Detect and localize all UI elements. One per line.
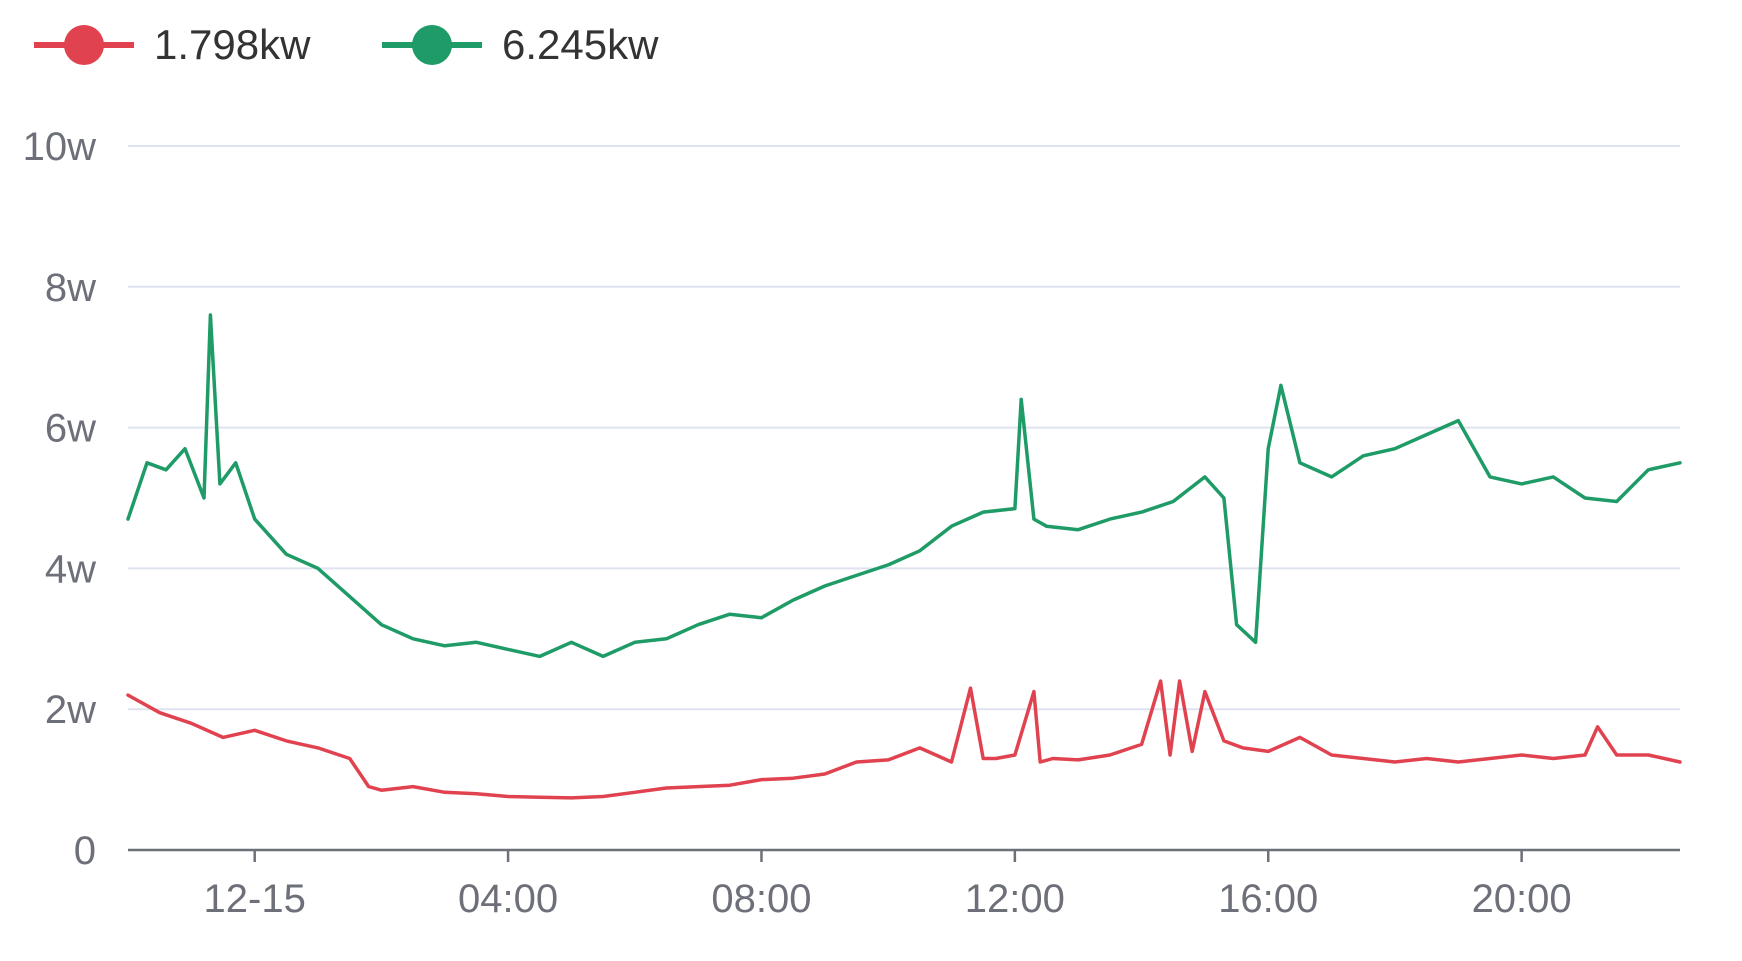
legend-label: 6.245kw bbox=[502, 21, 659, 68]
legend[interactable]: 1.798kw 6.245kw bbox=[34, 21, 659, 68]
legend-dot-marker bbox=[412, 25, 452, 65]
y-tick-label: 6w bbox=[45, 407, 96, 451]
y-tick-label: 8w bbox=[45, 266, 96, 310]
series-line-1[interactable] bbox=[126, 679, 1682, 800]
x-tick-label: 20:00 bbox=[1472, 877, 1572, 921]
y-tick-label: 10w bbox=[23, 125, 96, 169]
y-tick-label: 0 bbox=[74, 829, 96, 873]
x-tick-label: 08:00 bbox=[711, 877, 811, 921]
legend-item-1[interactable]: 1.798kw bbox=[34, 21, 311, 68]
series-line-2[interactable] bbox=[126, 313, 1682, 659]
y-tick-label: 2w bbox=[45, 688, 96, 732]
y-axis-ticks: 0 2w 4w 6w 8w 10w bbox=[23, 125, 96, 873]
x-tick-label: 16:00 bbox=[1218, 877, 1318, 921]
x-tick-label: 12:00 bbox=[965, 877, 1065, 921]
x-axis: 12-15 04:00 08:00 12:00 16:00 20:00 bbox=[128, 848, 1680, 921]
plot-area bbox=[126, 313, 1682, 800]
grid-lines bbox=[128, 145, 1680, 711]
y-tick-label: 4w bbox=[45, 547, 96, 591]
legend-item-2[interactable]: 6.245kw bbox=[382, 21, 659, 68]
legend-label: 1.798kw bbox=[154, 21, 311, 68]
x-tick-label: 12-15 bbox=[204, 877, 306, 921]
legend-dot-marker bbox=[64, 25, 104, 65]
x-tick-label: 04:00 bbox=[458, 877, 558, 921]
